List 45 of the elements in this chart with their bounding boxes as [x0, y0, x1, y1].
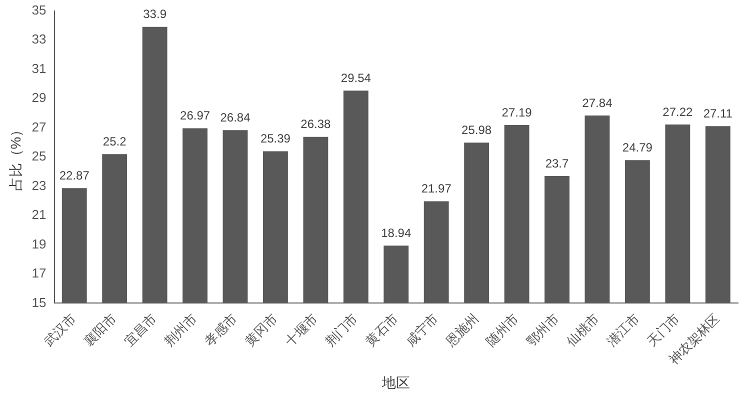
x-tick-label: 潜江市 [604, 310, 642, 349]
x-tick-label: 宜昌市 [121, 310, 160, 349]
data-label: 24.79 [622, 140, 653, 154]
data-label: 18.94 [381, 226, 412, 240]
data-label: 33.9 [143, 7, 167, 22]
x-tick-label: 荆州市 [162, 310, 200, 349]
data-label: 27.11 [703, 106, 733, 120]
y-tick-label: 33 [32, 32, 46, 47]
x-tick-label: 十堰市 [282, 310, 320, 349]
x-tick-label: 黄冈市 [242, 310, 280, 349]
data-label: 27.84 [582, 96, 613, 110]
data-label: 23.7 [545, 156, 570, 170]
x-tick-label: 咸宁市 [402, 310, 441, 349]
y-tick-label: 29 [32, 90, 46, 106]
x-tick-label: 仙桃市 [564, 310, 602, 349]
x-tick-label: 孝感市 [202, 310, 240, 349]
data-label: 25.2 [102, 134, 127, 148]
y-tick-label: 17 [32, 266, 46, 281]
x-tick-label: 随州市 [483, 310, 522, 349]
data-label: 27.22 [662, 104, 694, 119]
data-label: 22.87 [59, 168, 90, 182]
data-label: 21.97 [421, 182, 452, 196]
data-label: 25.39 [260, 132, 291, 146]
y-tick-label: 31 [32, 60, 46, 76]
data-label: 25.98 [462, 122, 492, 137]
x-tick-label: 荆门市 [322, 310, 361, 349]
data-label: 26.97 [180, 108, 210, 123]
y-tick-label: 23 [32, 178, 46, 193]
data-label: 29.54 [340, 70, 372, 85]
y-tick-label: 25 [32, 148, 46, 164]
x-tick-label: 鄂州市 [523, 310, 562, 349]
data-label: 26.84 [220, 110, 251, 124]
x-tick-label: 襄阳市 [81, 310, 120, 349]
y-axis-title: 占比（%） [7, 122, 24, 192]
x-axis-title: 地区 [381, 374, 410, 390]
y-tick-label: 15 [32, 294, 46, 310]
y-tick-label: 27 [32, 119, 46, 134]
y-tick-label: 21 [32, 207, 46, 222]
x-tick-label: 恩施州 [442, 310, 482, 350]
y-tick-label: 19 [32, 236, 46, 252]
x-tick-label: 黄石市 [362, 310, 401, 349]
data-label: 27.19 [502, 105, 532, 120]
data-label: 26.38 [300, 117, 332, 132]
y-tick-label: 35 [32, 2, 46, 18]
x-tick-label: 武汉市 [40, 310, 80, 349]
